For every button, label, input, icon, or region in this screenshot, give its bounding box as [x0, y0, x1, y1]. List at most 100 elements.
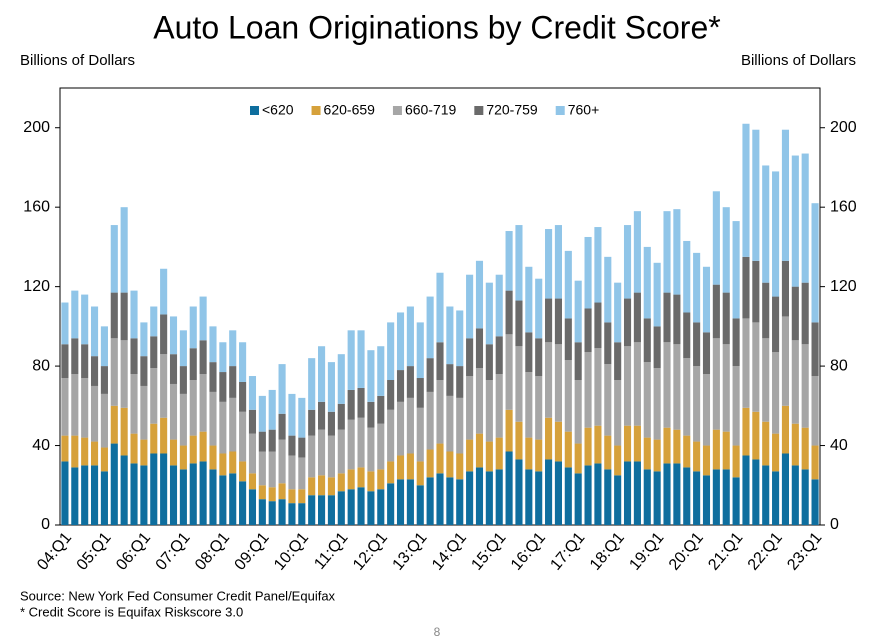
bar-segment — [614, 445, 622, 476]
bar-segment — [762, 165, 770, 283]
bar-segment — [742, 407, 750, 456]
bar-segment — [150, 336, 158, 369]
bar-segment — [781, 260, 790, 317]
bar-segment — [732, 221, 740, 319]
bar-segment — [406, 366, 414, 398]
y2-axis-label: Billions of Dollars — [741, 52, 856, 69]
bar-segment — [545, 298, 553, 343]
bar-segment — [209, 326, 217, 363]
bar-segment — [604, 256, 612, 323]
bar-segment — [71, 435, 79, 468]
bar-segment — [150, 368, 158, 424]
bar-segment — [189, 435, 197, 464]
bar-segment — [357, 467, 365, 488]
bar-segment — [554, 298, 562, 345]
bar-segment — [199, 296, 207, 341]
bar-segment — [564, 318, 572, 361]
bar-segment — [100, 393, 108, 448]
legend-label: 660-719 — [405, 102, 457, 118]
bar-segment — [495, 274, 503, 337]
bar-segment — [505, 334, 513, 410]
bar-segment — [663, 463, 671, 525]
bar-segment — [426, 449, 434, 478]
bar-segment — [594, 463, 602, 525]
bar-segment — [327, 435, 335, 478]
bar-segment — [702, 445, 711, 476]
bar-segment — [100, 471, 108, 525]
bar-segment — [179, 330, 187, 367]
bar-segment — [693, 366, 701, 442]
bar-segment — [81, 437, 89, 466]
bar-segment — [189, 306, 197, 349]
bar-segment — [604, 322, 612, 365]
bar-segment — [604, 469, 612, 525]
bar-segment — [781, 405, 790, 454]
bar-segment — [209, 445, 217, 470]
bar-segment — [160, 314, 168, 355]
bar-segment — [100, 326, 108, 367]
bar-segment — [387, 483, 395, 525]
bar-segment — [623, 298, 632, 347]
bar-segment — [337, 403, 345, 430]
legend-swatch — [392, 106, 402, 115]
bar-segment — [199, 340, 207, 375]
bar-segment — [71, 374, 79, 436]
bar-segment — [318, 475, 326, 496]
y2-tick-label: 40 — [830, 437, 848, 454]
y2-tick-label: 120 — [830, 278, 857, 295]
y-tick-label: 0 — [41, 516, 50, 533]
bar-segment — [179, 366, 187, 394]
bar-segment — [110, 292, 118, 339]
footnote: * Credit Score is Equifax Riskscore 3.0 — [20, 604, 243, 619]
bar-segment — [100, 447, 108, 472]
bar-segment — [278, 483, 286, 500]
bar-segment — [791, 465, 799, 525]
bar-segment — [387, 461, 395, 484]
bar-segment — [120, 455, 128, 525]
bar-segment — [268, 389, 276, 430]
bar-segment — [663, 292, 671, 343]
bar-segment — [515, 346, 523, 422]
bar-segment — [663, 427, 671, 464]
bar-segment — [712, 429, 720, 470]
bar-segment — [525, 469, 533, 525]
bar-segment — [752, 322, 760, 412]
bar-segment — [623, 461, 632, 525]
bar-segment — [673, 463, 681, 525]
bar-segment — [288, 503, 296, 525]
bar-segment — [140, 465, 148, 525]
bar-segment — [604, 435, 612, 470]
bar-segment — [436, 379, 444, 444]
bar-segment — [327, 411, 335, 436]
bar-segment — [485, 379, 493, 442]
bar-segment — [367, 401, 375, 428]
bar-segment — [772, 171, 780, 297]
bar-segment — [772, 433, 780, 472]
bar-segment — [298, 489, 306, 504]
bar-segment — [406, 479, 414, 525]
bar-segment — [387, 379, 395, 410]
x-tick-label: 20:Q1 — [666, 529, 707, 573]
bar-segment — [396, 479, 405, 525]
bar-segment — [426, 477, 434, 525]
bar-segment — [130, 290, 138, 339]
bar-segment — [377, 423, 385, 470]
bar-segment — [801, 344, 809, 428]
bar-segment — [673, 429, 681, 464]
bar-segment — [209, 391, 217, 446]
bar-segment — [762, 421, 770, 466]
bar-segment — [643, 318, 651, 363]
bar-segment — [722, 469, 730, 525]
bar-segment — [693, 441, 701, 472]
bar-segment — [199, 374, 207, 432]
bar-segment — [189, 379, 197, 436]
bar-segment — [564, 360, 572, 432]
bar-segment — [673, 294, 681, 345]
bar-segment — [436, 272, 444, 343]
bar-segment — [515, 459, 523, 525]
bar-segment — [229, 473, 237, 525]
legend-label: 760+ — [568, 102, 600, 118]
bar-segment — [357, 417, 365, 468]
bar-segment — [169, 316, 178, 355]
bar-segment — [742, 318, 750, 408]
